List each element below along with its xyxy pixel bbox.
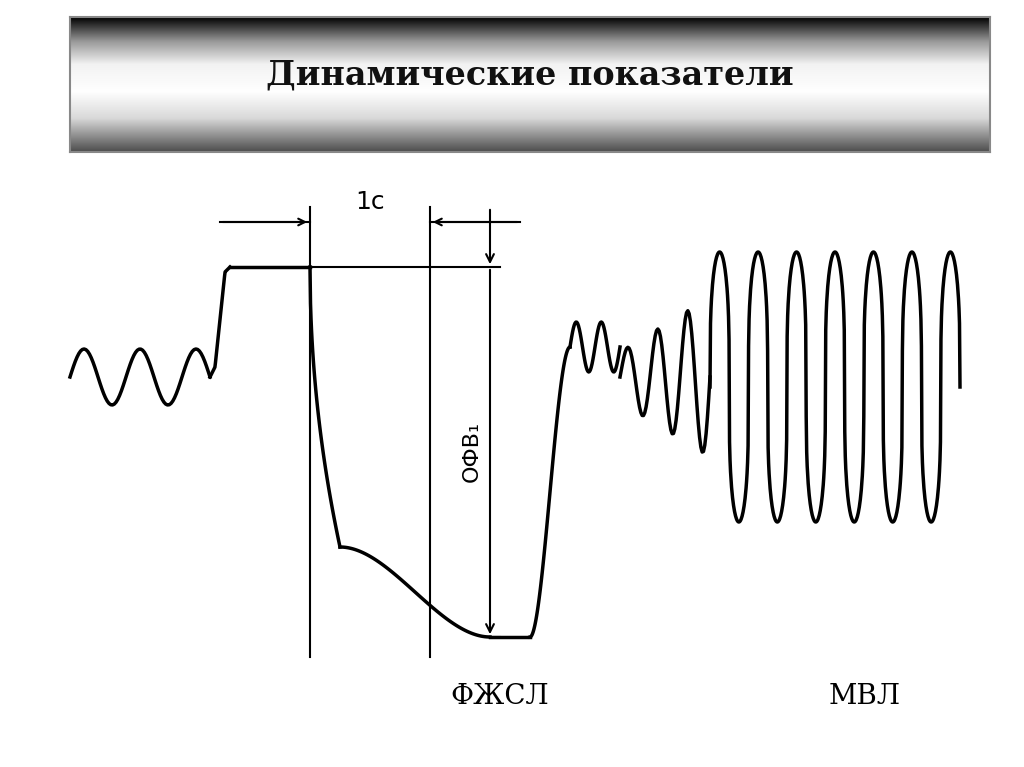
Text: МВЛ: МВЛ [829, 683, 901, 710]
Text: 1с: 1с [355, 190, 385, 214]
Text: ФЖСЛ: ФЖСЛ [451, 683, 549, 710]
Text: ОФВ₁: ОФВ₁ [462, 422, 482, 482]
Text: Динамические показатели: Динамические показатели [266, 58, 794, 91]
